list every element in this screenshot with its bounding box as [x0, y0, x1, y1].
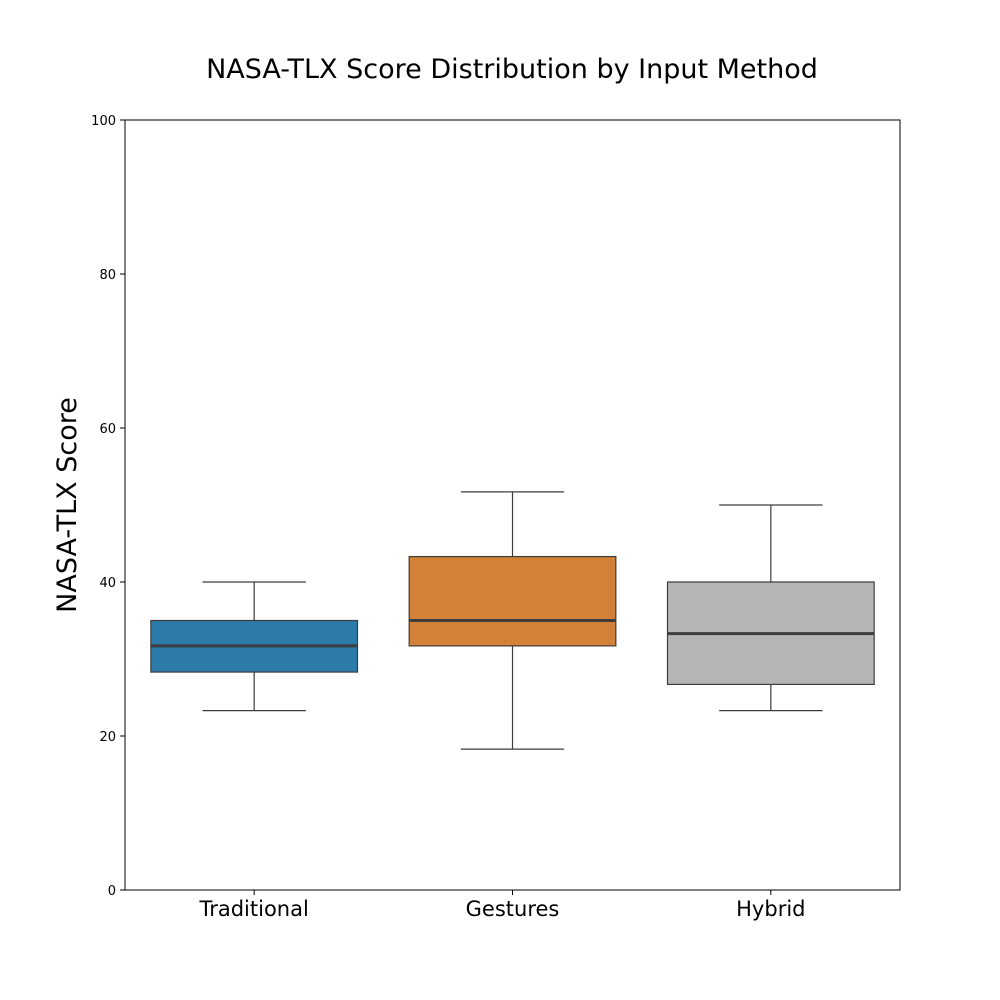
box-hybrid	[666, 504, 875, 712]
chart-title: NASA-TLX Score Distribution by Input Met…	[206, 54, 818, 85]
axis-ticks: 0 20 40 60 80 100 Traditional Gestures Hybrid	[91, 114, 805, 921]
y-tick-label: 40	[99, 576, 116, 591]
x-tick-label: Gestures	[466, 897, 560, 921]
iqr-box	[408, 555, 617, 647]
x-tick-label: Traditional	[198, 897, 308, 921]
plot-area-frame	[124, 119, 901, 891]
y-tick-label: 80	[99, 268, 116, 283]
y-tick-label: 60	[99, 422, 116, 437]
box-traditional	[150, 581, 359, 712]
x-tick-label: Hybrid	[736, 897, 805, 921]
y-tick-label: 20	[99, 730, 116, 745]
y-axis-label: NASA-TLX Score	[52, 397, 83, 613]
y-tick-label: 100	[91, 114, 116, 129]
box-gestures	[408, 491, 617, 750]
y-tick-label: 0	[108, 884, 116, 899]
box-plots	[150, 491, 875, 750]
